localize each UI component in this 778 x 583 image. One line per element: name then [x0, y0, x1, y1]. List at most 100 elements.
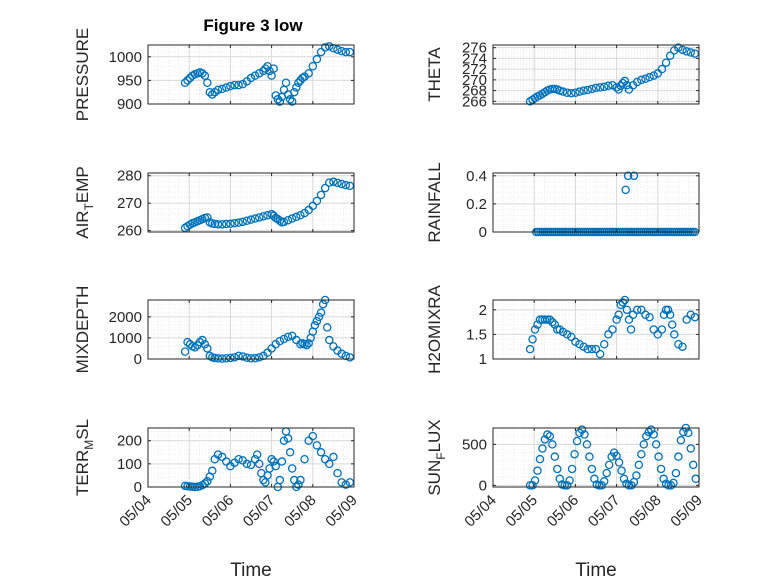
data-point — [632, 305, 642, 315]
data-point — [538, 444, 547, 453]
data-point — [632, 77, 642, 87]
data-point — [618, 298, 628, 307]
data-point — [267, 454, 276, 464]
data-point — [674, 452, 683, 461]
data-point — [649, 71, 658, 80]
y-label-part: EMP — [73, 166, 92, 203]
data-point — [622, 80, 632, 90]
data-point — [583, 344, 593, 354]
data-point — [226, 81, 235, 91]
data-point — [345, 181, 355, 191]
y-tick-label: 0 — [134, 479, 142, 496]
subplot-5: 0 1000 2000 MIXDEPTH — [73, 286, 355, 373]
data-point — [246, 354, 256, 363]
data-point — [665, 51, 675, 60]
data-point — [634, 460, 644, 470]
data-point — [337, 46, 346, 56]
data-point — [296, 211, 305, 220]
y-tick-label: 0.2 — [466, 196, 487, 213]
data-point — [302, 341, 311, 350]
data-points — [180, 295, 355, 363]
axes-box — [147, 427, 355, 488]
y-label-subscript: T — [82, 202, 96, 210]
data-point — [608, 325, 617, 334]
x-tick-label: 05/07 — [240, 492, 279, 531]
data-point — [242, 216, 252, 225]
x-tick-label: 05/04 — [116, 492, 155, 531]
data-point — [265, 66, 274, 76]
x-tick-label: 05/08 — [626, 492, 665, 531]
data-point — [620, 76, 630, 86]
data-point — [639, 440, 649, 449]
y-label-part: TERR — [73, 450, 92, 496]
data-point — [230, 218, 239, 228]
data-point — [283, 434, 293, 443]
data-point — [345, 353, 355, 362]
data-point — [583, 85, 593, 95]
data-point — [277, 457, 287, 466]
data-point — [279, 436, 289, 445]
data-point — [250, 353, 260, 363]
subplot-1: 900 950 1000 PRESSURE — [73, 28, 355, 122]
data-point — [337, 179, 346, 189]
subplot-7: 05/04 05/05 05/06 05/07 05/08 05/09 0 100 200 TER… — [73, 419, 361, 581]
data-point — [575, 339, 584, 349]
data-point — [656, 464, 666, 474]
data-point — [283, 215, 293, 225]
data-point — [234, 80, 243, 90]
data-point — [572, 436, 582, 446]
data-point — [304, 338, 313, 348]
data-point — [682, 47, 691, 56]
data-point — [623, 171, 633, 181]
data-point — [180, 78, 190, 88]
data-point — [213, 450, 223, 459]
y-label-subscript: M — [82, 440, 96, 450]
data-point — [213, 85, 223, 95]
data-point — [616, 300, 625, 310]
data-point — [666, 481, 676, 490]
axes-box — [492, 427, 700, 488]
y-tick-label: 0 — [479, 224, 487, 241]
data-point — [320, 183, 330, 193]
y-axis-label: RAINFALL — [425, 162, 444, 242]
data-point — [560, 481, 569, 490]
data-point — [294, 78, 303, 88]
data-point — [254, 69, 264, 78]
data-point — [271, 461, 280, 471]
data-point — [674, 43, 683, 52]
data-point — [682, 315, 691, 324]
data-point — [275, 336, 285, 346]
data-point — [226, 219, 235, 229]
data-point — [629, 171, 639, 181]
data-point — [254, 459, 264, 469]
data-point — [657, 64, 667, 74]
data-point — [558, 327, 568, 337]
data-point — [316, 47, 326, 57]
x-tick-label: 05/04 — [461, 492, 500, 531]
data-point — [190, 343, 200, 352]
data-point — [217, 220, 227, 229]
y-tick-label: 268 — [462, 83, 487, 100]
data-point — [203, 213, 212, 222]
y-axis-label: PRESSURE — [73, 28, 92, 122]
data-point — [312, 316, 322, 326]
data-point — [308, 201, 318, 211]
data-point — [528, 335, 537, 344]
data-point — [337, 478, 346, 487]
data-point — [533, 466, 542, 475]
y-axis-label: TERRMSL — [73, 419, 96, 496]
data-point — [316, 308, 326, 317]
data-point — [661, 58, 671, 67]
data-point — [312, 441, 322, 450]
axes-box — [147, 44, 355, 105]
data-point — [259, 66, 268, 76]
data-point — [591, 83, 601, 93]
data-point — [198, 335, 207, 345]
data-point — [678, 342, 687, 351]
data-point — [690, 312, 700, 322]
data-points — [180, 427, 355, 492]
y-label-part: RAINFALL — [425, 162, 444, 242]
data-point — [618, 78, 628, 88]
data-point — [238, 352, 248, 361]
data-point — [322, 323, 332, 332]
